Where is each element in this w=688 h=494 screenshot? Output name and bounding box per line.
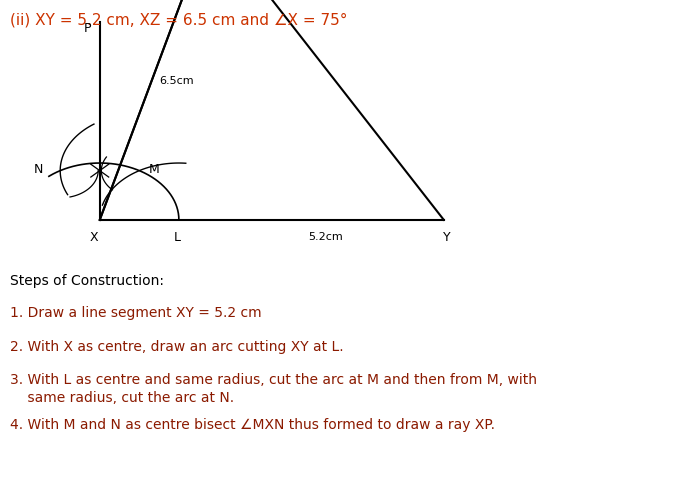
Text: L: L (174, 231, 181, 244)
Text: Y: Y (443, 231, 451, 244)
Text: N: N (34, 163, 43, 176)
Text: 5.2cm: 5.2cm (308, 232, 343, 242)
Text: M: M (149, 163, 159, 176)
Text: P: P (84, 22, 92, 35)
Text: 3. With L as centre and same radius, cut the arc at M and then from M, with
    : 3. With L as centre and same radius, cut… (10, 373, 537, 405)
Text: 6.5cm: 6.5cm (159, 76, 193, 85)
Text: (ii) XY = 5.2 cm, XZ = 6.5 cm and ∠X = 75°: (ii) XY = 5.2 cm, XZ = 6.5 cm and ∠X = 7… (10, 12, 348, 27)
Text: X: X (90, 231, 98, 244)
Text: 2. With X as centre, draw an arc cutting XY at L.: 2. With X as centre, draw an arc cutting… (10, 340, 344, 354)
Text: 4. With M and N as centre bisect ∠MXN thus formed to draw a ray XP.: 4. With M and N as centre bisect ∠MXN th… (10, 418, 495, 432)
Text: 1. Draw a line segment XY = 5.2 cm: 1. Draw a line segment XY = 5.2 cm (10, 306, 262, 320)
Text: Steps of Construction:: Steps of Construction: (10, 274, 164, 288)
